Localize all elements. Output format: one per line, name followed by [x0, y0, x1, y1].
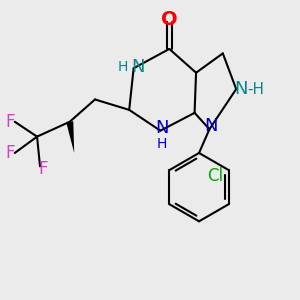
- Text: N: N: [204, 117, 218, 135]
- Text: -H: -H: [247, 82, 264, 97]
- Text: F: F: [6, 144, 15, 162]
- Text: N: N: [131, 58, 145, 76]
- Text: O: O: [161, 10, 178, 29]
- Text: N: N: [155, 119, 169, 137]
- Text: H: H: [118, 60, 128, 74]
- Text: F: F: [6, 113, 15, 131]
- Text: Cl: Cl: [207, 167, 223, 185]
- Text: H: H: [157, 137, 167, 151]
- Polygon shape: [66, 121, 74, 153]
- Text: F: F: [38, 160, 48, 178]
- Text: N: N: [234, 80, 247, 98]
